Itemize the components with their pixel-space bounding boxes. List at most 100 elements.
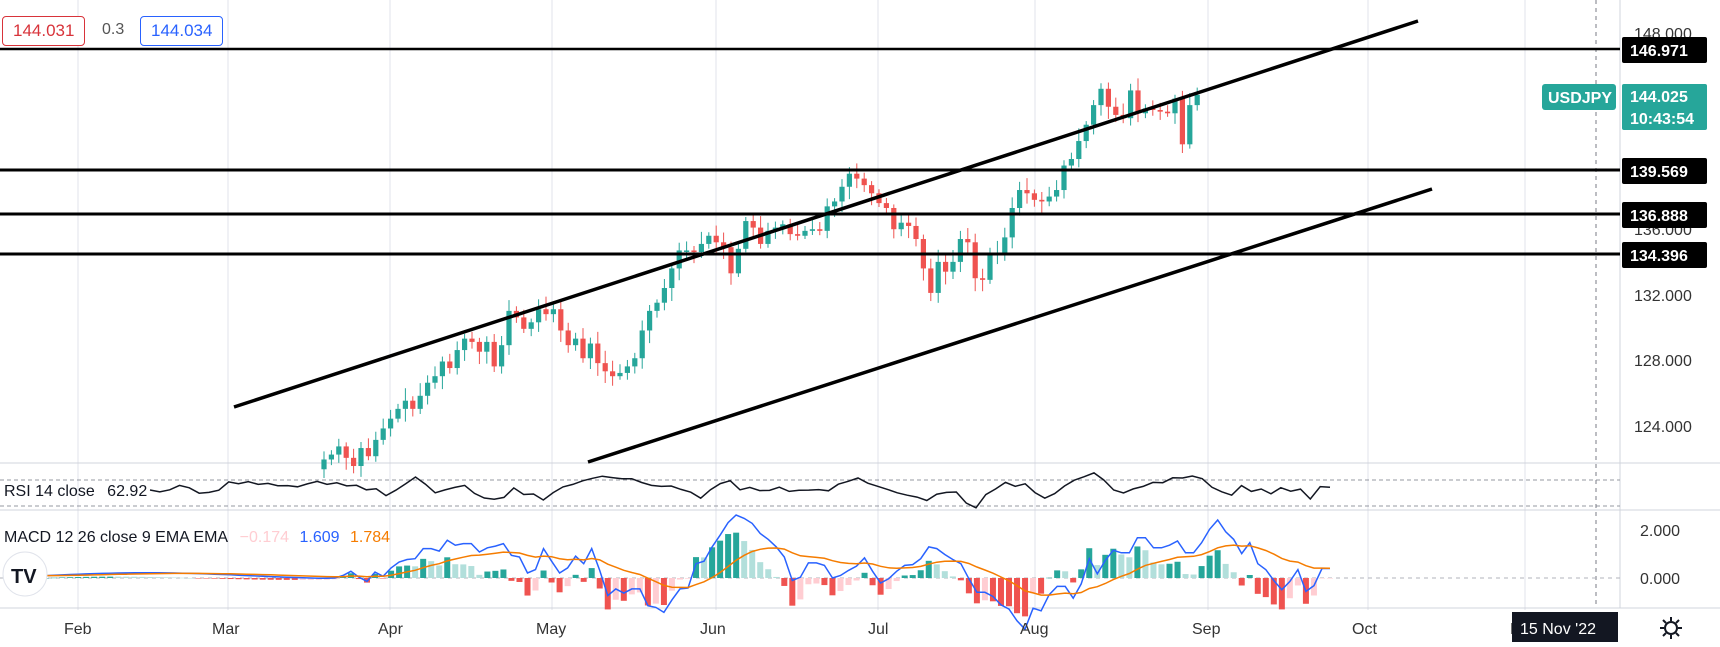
- candle-body: [706, 235, 712, 244]
- macd-hist-bar: [123, 576, 130, 578]
- macd-hist-bar: [725, 534, 732, 578]
- macd-hist-bar: [893, 578, 900, 582]
- macd-hist-bar: [949, 576, 956, 578]
- x-tick-may: May: [536, 621, 566, 638]
- candle-body: [1105, 88, 1111, 107]
- macd-hist-bar: [139, 576, 146, 578]
- candle-body: [713, 235, 719, 243]
- macd-hist-bar: [548, 578, 555, 583]
- candle-body: [1002, 237, 1008, 254]
- candle-body: [499, 345, 505, 367]
- candle-body: [743, 221, 749, 249]
- gear-icon[interactable]: [1660, 617, 1682, 639]
- macd-hist-bar: [428, 561, 435, 578]
- macd-hist-bar: [917, 570, 924, 578]
- candle-body: [1031, 193, 1037, 200]
- signal-value: 1.784: [350, 529, 390, 546]
- macd-hist-bar: [155, 577, 162, 578]
- macd-hist-bar: [1094, 565, 1101, 578]
- macd-hist-bar: [67, 577, 74, 578]
- macd-hist-bar: [668, 578, 675, 591]
- candle-body: [928, 268, 934, 293]
- rsi-value: 62.92: [107, 483, 147, 500]
- macd-hist-bar: [797, 578, 804, 600]
- candle-body: [1076, 141, 1082, 160]
- macd-hist-bar: [1238, 578, 1245, 586]
- tradingview-logo[interactable]: TV: [2, 551, 48, 597]
- macd-hist-bar: [83, 576, 90, 578]
- level-value-139: 139.569: [1630, 164, 1688, 181]
- x-tick-jul: Jul: [868, 621, 888, 638]
- candle-body: [846, 173, 852, 187]
- candle-body: [854, 173, 860, 179]
- countdown: 10:43:54: [1630, 111, 1694, 128]
- candle-body: [336, 446, 342, 455]
- macd-hist-bar: [396, 566, 403, 578]
- level-value-136: 136.888: [1630, 208, 1688, 225]
- lower-channel-line[interactable]: [587, 187, 1433, 464]
- macd-hist-bar: [1214, 550, 1221, 578]
- macd-hist-bar: [1318, 578, 1325, 579]
- macd-hist-bar: [532, 578, 539, 591]
- macd-hist-bar: [508, 578, 515, 581]
- x-tick-mar: Mar: [212, 621, 240, 638]
- rsi-bands: [0, 479, 1620, 507]
- upper-channel-line[interactable]: [233, 19, 1419, 409]
- macd-hist-bar: [981, 578, 988, 601]
- crosshair-date: 15 Nov '22: [1512, 612, 1618, 642]
- candle-body: [1187, 105, 1193, 145]
- candle-body: [1098, 88, 1104, 106]
- candle-body: [484, 341, 490, 352]
- level-label-136: 136.888: [1622, 202, 1707, 228]
- candle-body: [1135, 90, 1141, 114]
- macd-hist-bar: [307, 578, 314, 580]
- candle-body: [328, 454, 334, 460]
- candle-body: [543, 309, 549, 315]
- candle-body: [454, 350, 460, 369]
- candle-body: [987, 255, 993, 280]
- macd-hist-bar: [107, 576, 114, 578]
- ask-price[interactable]: 144.034: [140, 16, 224, 46]
- macd-hist-bar: [1174, 561, 1181, 578]
- candle-body: [839, 186, 845, 202]
- candle-body: [809, 229, 815, 231]
- macd-hist-bar: [1054, 570, 1061, 578]
- macd-hist-bar: [500, 569, 507, 578]
- macd-hist-bar: [187, 577, 194, 579]
- candle-body: [447, 361, 453, 369]
- candle-body: [669, 268, 675, 289]
- y-tick-132: 132.000: [1634, 288, 1692, 305]
- candle-body: [721, 242, 727, 248]
- bid-price[interactable]: 144.031: [2, 16, 86, 46]
- y-tick-128: 128.000: [1634, 353, 1692, 370]
- candle-body: [654, 302, 660, 311]
- macd-hist-bar: [941, 571, 948, 578]
- macd-hist-bar: [227, 578, 234, 580]
- macd-hist-bar: [1294, 578, 1301, 586]
- macd-hist-bar: [853, 578, 860, 581]
- macd-hist-bar: [452, 564, 459, 578]
- candle-body: [506, 310, 512, 346]
- macd-hist-bar: [540, 570, 547, 578]
- macd-hist-bar: [380, 578, 387, 579]
- macd-hist-bar: [131, 576, 138, 578]
- candle-body: [1165, 111, 1171, 114]
- macd-hist-bar: [59, 577, 66, 578]
- macd-hist-bar: [1118, 554, 1125, 578]
- candle-body: [817, 229, 823, 231]
- rsi-label: RSI 14 close 62.92: [4, 483, 147, 500]
- macd-hist-bar: [195, 578, 202, 579]
- macd-hist-bar: [291, 578, 298, 580]
- macd-hist-bar: [436, 565, 443, 578]
- macd-hist-bar: [1062, 571, 1069, 578]
- macd-hist-bar: [1078, 569, 1085, 578]
- macd-hist-bar: [1286, 578, 1293, 599]
- macd-hist-bar: [524, 578, 531, 596]
- candle-body: [676, 250, 682, 269]
- macd-hist-bar: [339, 576, 346, 578]
- macd-hist-bar: [1262, 578, 1269, 598]
- candle-body: [1046, 196, 1052, 202]
- candle-body: [698, 243, 704, 253]
- candle-body: [343, 446, 349, 458]
